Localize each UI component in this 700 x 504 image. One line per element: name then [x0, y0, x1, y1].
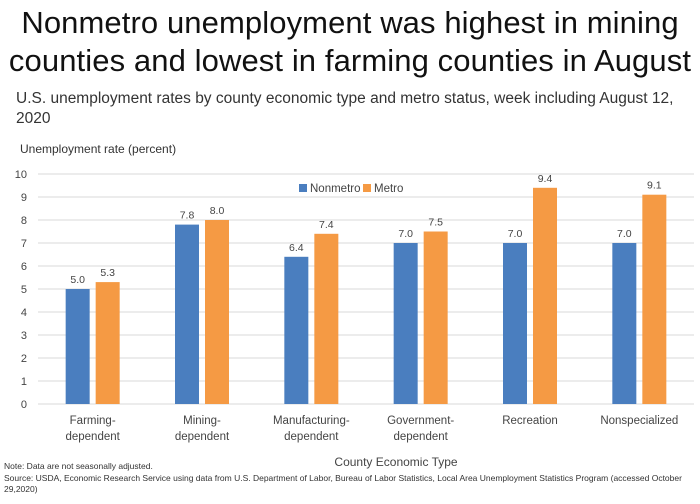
bar-nonmetro: [503, 243, 527, 404]
y-tick-label: 9: [21, 192, 27, 204]
chart-subtitle: U.S. unemployment rates by county econom…: [16, 90, 674, 127]
y-tick-label: 7: [21, 238, 27, 250]
x-tick-label: dependent: [65, 431, 120, 443]
data-label: 7.8: [180, 210, 195, 222]
data-label: 6.4: [289, 242, 304, 254]
legend-swatch-metro: [363, 184, 371, 192]
bar-metro: [314, 233, 339, 404]
bar-nonmetro: [612, 243, 637, 404]
data-label: 7.5: [428, 217, 443, 229]
y-tick-label: 4: [21, 307, 27, 319]
data-label: 9.4: [538, 173, 553, 185]
x-tick-label: Nonspecialized: [600, 415, 678, 427]
legend-label-metro: Metro: [374, 183, 403, 195]
data-label: 9.1: [647, 180, 662, 192]
title-line-1: Nonmetro unemployment was highest in min…: [21, 5, 679, 40]
bar-nonmetro: [393, 243, 418, 404]
legend-swatch-nonmetro: [299, 184, 307, 192]
y-tick-label: 6: [21, 261, 27, 273]
bar-metro: [205, 220, 229, 404]
bar-nonmetro: [284, 256, 309, 404]
bar-nonmetro: [65, 289, 90, 404]
x-tick-label: Manufacturing-: [273, 415, 350, 427]
y-tick-label: 0: [21, 399, 27, 411]
y-tick-label: 2: [21, 353, 27, 365]
x-tick-label: dependent: [284, 431, 339, 443]
y-tick-label: 8: [21, 215, 27, 227]
bar-metro: [423, 231, 448, 404]
y-axis-label: Unemployment rate (percent): [20, 142, 177, 156]
x-tick-label: Government-: [387, 415, 454, 427]
y-tick-label: 5: [21, 284, 27, 296]
bar-metro: [642, 194, 667, 404]
x-axis-label: County Economic Type: [334, 455, 458, 469]
chart-source: Source: USDA, Economic Research Service …: [4, 473, 682, 494]
title-line-2: counties and lowest in farming counties …: [8, 43, 692, 78]
x-tick-label: dependent: [175, 431, 230, 443]
data-label: 7.0: [508, 228, 523, 240]
legend-label-nonmetro: Nonmetro: [310, 183, 361, 195]
y-tick-label: 3: [21, 330, 27, 342]
y-tick-label: 10: [15, 169, 27, 181]
x-tick-label: dependent: [393, 431, 448, 443]
bar-nonmetro: [175, 224, 199, 404]
data-label: 7.0: [398, 228, 413, 240]
data-label: 5.0: [70, 274, 85, 286]
data-label: 7.0: [617, 228, 632, 240]
data-label: 8.0: [210, 205, 225, 217]
bar-metro: [533, 187, 557, 404]
chart-title: Nonmetro unemployment was highest in min…: [0, 4, 700, 80]
x-tick-label: Farming-: [70, 415, 116, 427]
data-label: 7.4: [319, 219, 334, 231]
chart-note: Note: Data are not seasonally adjusted.: [4, 461, 153, 471]
data-label: 5.3: [100, 267, 115, 279]
x-tick-label: Recreation: [502, 415, 558, 427]
x-tick-label: Mining-: [183, 415, 221, 427]
bar-metro: [95, 282, 120, 404]
y-tick-label: 1: [21, 376, 27, 388]
